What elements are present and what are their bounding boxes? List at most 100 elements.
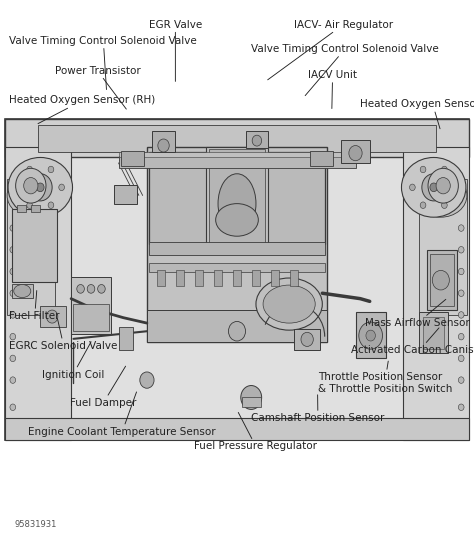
Circle shape [48, 166, 54, 173]
Text: Power Transistor: Power Transistor [55, 66, 140, 109]
Text: IACV Unit: IACV Unit [308, 70, 357, 109]
Text: EGR Valve: EGR Valve [149, 20, 202, 81]
Circle shape [248, 154, 255, 161]
Circle shape [153, 154, 160, 161]
Circle shape [458, 377, 464, 383]
Bar [147, 147, 327, 342]
Circle shape [48, 202, 54, 209]
Bar [430, 254, 454, 306]
Circle shape [432, 270, 449, 290]
Text: Mass Airflow Sensor: Mass Airflow Sensor [365, 299, 470, 328]
Bar [176, 270, 184, 286]
Bar [5, 119, 469, 440]
Circle shape [410, 184, 415, 191]
Circle shape [46, 310, 58, 323]
Circle shape [16, 168, 46, 203]
Circle shape [267, 154, 273, 161]
Bar [114, 185, 137, 204]
Circle shape [177, 154, 183, 161]
Ellipse shape [415, 174, 467, 217]
Bar [403, 147, 469, 440]
Circle shape [458, 333, 464, 340]
Bar [118, 152, 356, 157]
Circle shape [441, 166, 447, 173]
Circle shape [458, 247, 464, 253]
Bar [118, 327, 133, 350]
Circle shape [301, 332, 313, 346]
Circle shape [27, 202, 32, 209]
Bar [147, 310, 327, 342]
Circle shape [252, 135, 262, 146]
Bar [152, 131, 175, 152]
Circle shape [27, 166, 32, 173]
Bar [7, 179, 55, 315]
Circle shape [430, 183, 438, 192]
Bar [73, 304, 109, 331]
Circle shape [241, 386, 262, 409]
Bar [121, 151, 144, 166]
Bar [271, 270, 279, 286]
Circle shape [10, 247, 16, 253]
Circle shape [420, 166, 426, 173]
Ellipse shape [7, 174, 59, 217]
Circle shape [428, 168, 458, 203]
Circle shape [458, 268, 464, 275]
Bar [209, 149, 265, 247]
Bar [419, 179, 467, 315]
Bar [149, 242, 325, 255]
Circle shape [422, 174, 446, 201]
Bar [246, 131, 268, 148]
Ellipse shape [8, 157, 73, 217]
Bar [233, 270, 241, 286]
Circle shape [28, 174, 52, 201]
Text: Valve Timing Control Solenoid Valve: Valve Timing Control Solenoid Valve [251, 44, 439, 96]
Bar [427, 250, 457, 310]
Circle shape [59, 184, 64, 191]
Circle shape [312, 154, 319, 161]
Bar [242, 397, 261, 407]
Bar [12, 284, 33, 298]
Circle shape [77, 285, 84, 293]
Circle shape [441, 202, 447, 209]
Circle shape [224, 154, 231, 161]
Circle shape [158, 139, 169, 152]
Bar [118, 156, 356, 168]
Bar [419, 312, 448, 353]
Text: Fuel Filter: Fuel Filter [9, 291, 60, 321]
Text: Activated Carbon Canister: Activated Carbon Canister [351, 328, 474, 355]
Ellipse shape [256, 278, 322, 330]
Circle shape [10, 225, 16, 231]
Circle shape [87, 285, 95, 293]
Text: Heated Oxygen Sensor (RH): Heated Oxygen Sensor (RH) [9, 96, 156, 124]
Circle shape [458, 404, 464, 411]
Bar [214, 270, 222, 286]
Circle shape [10, 377, 16, 383]
Circle shape [366, 330, 375, 341]
Circle shape [359, 322, 383, 349]
Text: IACV- Air Regulator: IACV- Air Regulator [268, 20, 393, 80]
Circle shape [10, 404, 16, 411]
Text: Valve Timing Control Solenoid Valve: Valve Timing Control Solenoid Valve [9, 36, 197, 90]
Text: EGRC Solenoid Valve: EGRC Solenoid Valve [9, 319, 118, 351]
Circle shape [36, 183, 44, 192]
Circle shape [228, 321, 246, 341]
Bar [195, 270, 203, 286]
Circle shape [420, 202, 426, 209]
Bar [40, 306, 66, 327]
Circle shape [349, 146, 362, 161]
Text: Ignition Coil: Ignition Coil [42, 342, 104, 380]
Bar [310, 151, 333, 166]
Circle shape [452, 184, 458, 191]
Bar [290, 270, 298, 286]
Bar [423, 317, 444, 349]
Circle shape [10, 312, 16, 318]
Ellipse shape [218, 174, 256, 233]
Bar [206, 147, 268, 250]
Bar [71, 277, 111, 334]
Bar [38, 125, 436, 152]
Circle shape [10, 355, 16, 362]
Text: Fuel Pressure Regulator: Fuel Pressure Regulator [194, 413, 317, 451]
Circle shape [458, 312, 464, 318]
Ellipse shape [401, 157, 466, 217]
Bar [5, 147, 71, 440]
